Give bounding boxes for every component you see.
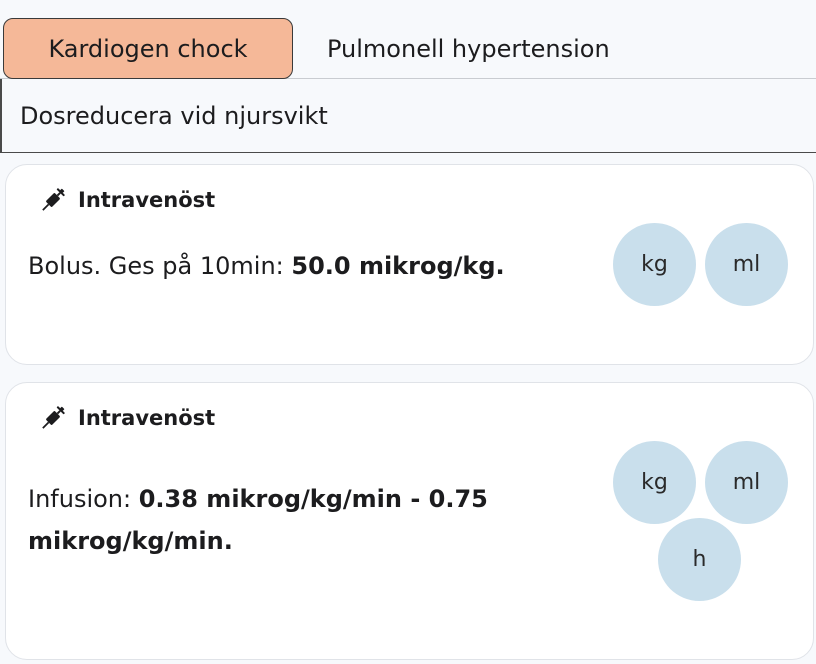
unit-button-kg[interactable]: kg bbox=[613, 223, 696, 306]
unit-button-kg[interactable]: kg bbox=[613, 441, 696, 524]
route-header: Intravenöst bbox=[38, 403, 215, 433]
dose-prefix: Bolus. Ges på 10min: bbox=[28, 252, 292, 280]
tab-kardiogen-chock[interactable]: Kardiogen chock bbox=[3, 18, 293, 79]
tab-bar: Kardiogen chock Pulmonell hypertension bbox=[0, 0, 816, 79]
syringe-icon bbox=[42, 406, 65, 429]
route-label: Intravenöst bbox=[78, 188, 216, 212]
dose-card: Intravenöst Infusion: 0.38 mikrog/kg/min… bbox=[5, 382, 814, 660]
dose-text: Infusion: 0.38 mikrog/kg/min - 0.75 mikr… bbox=[28, 478, 588, 562]
unit-button-ml[interactable]: ml bbox=[705, 223, 788, 306]
renal-dose-notice: Dosreducera vid njursvikt bbox=[0, 79, 816, 153]
unit-button-h[interactable]: h bbox=[658, 518, 741, 601]
route-label: Intravenöst bbox=[78, 406, 216, 430]
unit-button-ml[interactable]: ml bbox=[705, 441, 788, 524]
dose-card: Intravenöst Bolus. Ges på 10min: 50.0 mi… bbox=[5, 164, 814, 365]
route-header: Intravenöst bbox=[38, 185, 215, 215]
dose-value: 50.0 mikrog/kg. bbox=[291, 252, 505, 280]
dose-text: Bolus. Ges på 10min: 50.0 mikrog/kg. bbox=[28, 245, 608, 287]
dose-prefix: Infusion: bbox=[28, 485, 139, 513]
syringe-icon bbox=[42, 188, 65, 211]
dose-value: 0.38 mikrog/kg/min - 0.75 mikrog/kg/min. bbox=[28, 485, 488, 555]
tab-pulmonell-hypertension[interactable]: Pulmonell hypertension bbox=[327, 34, 610, 63]
